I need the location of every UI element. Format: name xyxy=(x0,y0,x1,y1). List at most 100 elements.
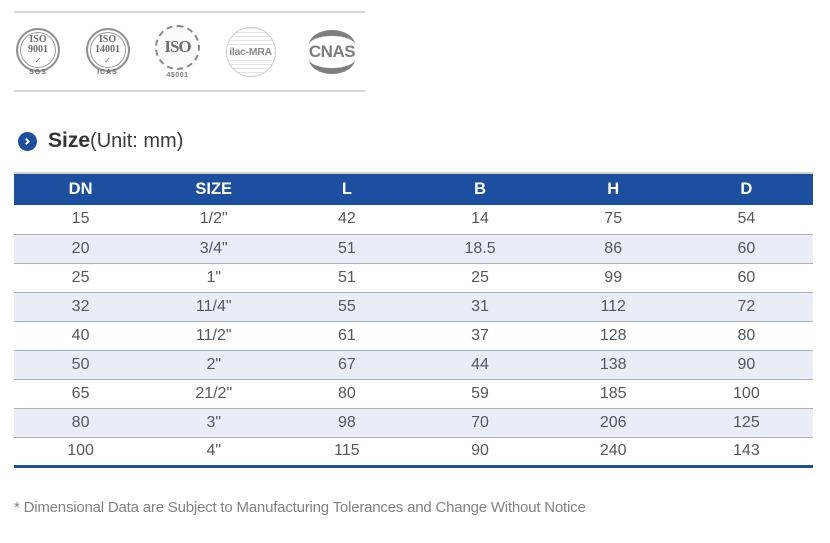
table-cell: 51 xyxy=(280,234,414,264)
iso14001-line2: 14001 xyxy=(95,44,120,55)
table-cell: 32 xyxy=(14,292,148,322)
iso9001-seal-icon: ISO 9001 ✓ xyxy=(16,27,60,72)
footnote: * Dimensional Data are Subject to Manufa… xyxy=(14,499,586,516)
table-cell: 11/4" xyxy=(147,292,281,322)
table-cell: 90 xyxy=(679,350,813,380)
checkmark-icon: ✓ xyxy=(104,55,111,65)
table-cell: 51 xyxy=(280,263,414,293)
table-cell: 44 xyxy=(413,350,547,380)
table-cell: 25 xyxy=(14,263,148,293)
iso9001-line2: 9001 xyxy=(28,44,48,55)
table-cell: 3" xyxy=(147,408,281,438)
iso9001-sub-label: SGS xyxy=(29,68,47,76)
table-cell: 65 xyxy=(14,379,148,409)
table-cell: 2" xyxy=(147,350,281,380)
table-cell: 21/2" xyxy=(147,379,281,409)
table-cell: 40 xyxy=(14,321,148,351)
size-table-header: DN SIZE L B H D xyxy=(14,173,813,205)
chevron-right-icon xyxy=(18,131,37,151)
iso45001-seal-icon: ISO xyxy=(155,24,200,70)
table-cell: 98 xyxy=(280,408,414,438)
table-cell: 20 xyxy=(14,234,148,264)
cnas-badge: CNAS xyxy=(301,27,363,77)
table-cell: 100 xyxy=(679,379,813,409)
table-cell: 86 xyxy=(546,234,680,264)
table-cell: 99 xyxy=(546,263,680,293)
table-cell: 80 xyxy=(679,321,813,351)
table-cell: 42 xyxy=(280,205,414,235)
column-header-dn: DN xyxy=(14,173,148,205)
iso45001-sub-label: 45001 xyxy=(166,71,189,79)
table-cell: 100 xyxy=(14,437,148,466)
table-cell: 14 xyxy=(413,205,547,235)
table-cell: 1" xyxy=(147,263,281,293)
table-cell: 206 xyxy=(546,408,680,438)
checkmark-icon: ✓ xyxy=(34,55,42,65)
size-table: DN SIZE L B H D 15 1/2" 42 14 75 54 20 3/4" 51 18.5 86 6… xyxy=(14,172,813,468)
table-cell: 240 xyxy=(546,437,680,466)
table-cell: 72 xyxy=(679,292,813,322)
table-cell: 37 xyxy=(413,321,547,351)
table-cell: 125 xyxy=(679,408,813,438)
column-header-l: L xyxy=(280,173,414,205)
table-cell: 80 xyxy=(14,408,148,438)
table-cell: 143 xyxy=(679,437,813,466)
table-cell: 80 xyxy=(280,379,414,409)
cnas-arc-icon xyxy=(309,59,355,74)
column-header-b: B xyxy=(413,173,547,205)
table-cell: 61 xyxy=(280,321,414,351)
table-cell: 15 xyxy=(14,205,148,235)
size-heading-unit: (Unit: mm) xyxy=(90,129,184,152)
iso14001-badge: ISO 14001 ✓ ICAS xyxy=(85,27,130,76)
table-row: 100 4" 115 90 240 143 xyxy=(14,437,813,466)
table-cell: 1/2" xyxy=(147,205,281,235)
iso14001-line1: ISO xyxy=(98,33,117,45)
size-heading-title: Size xyxy=(48,129,91,152)
table-row: 15 1/2" 42 14 75 54 xyxy=(14,205,813,235)
iso45001-label: ISO xyxy=(164,37,191,56)
table-row: 40 11/2" 61 37 128 80 xyxy=(14,321,813,351)
iso14001-sub-label: ICAS xyxy=(97,68,118,76)
ilac-mra-globe-icon: ilac-MRA xyxy=(225,26,276,77)
table-row: 32 11/4" 55 31 112 72 xyxy=(14,292,813,322)
table-cell: 31 xyxy=(413,292,547,322)
column-header-d: D xyxy=(679,173,813,205)
table-cell: 25 xyxy=(413,263,547,293)
table-cell: 4" xyxy=(147,437,281,466)
iso9001-line1: ISO xyxy=(29,33,47,45)
table-row: 20 3/4" 51 18.5 86 60 xyxy=(14,234,813,264)
table-row: 80 3" 98 70 206 125 xyxy=(14,408,813,438)
size-heading: Size (Unit: mm) xyxy=(18,129,183,153)
column-header-size: SIZE xyxy=(147,173,281,205)
table-cell: 67 xyxy=(280,350,414,380)
table-row: 25 1" 51 25 99 60 xyxy=(14,263,813,293)
column-header-h: H xyxy=(546,173,680,205)
iso9001-badge: ISO 9001 ✓ SGS xyxy=(16,27,60,76)
table-cell: 75 xyxy=(546,205,680,235)
cnas-label: CNAS xyxy=(308,41,356,61)
iso14001-seal-icon: ISO 14001 ✓ xyxy=(85,27,130,72)
certifications-section: ISO 9001 ✓ SGS ISO 14001 ✓ ICAS ISO 4500… xyxy=(14,11,365,92)
table-cell: 3/4" xyxy=(147,234,281,264)
table-cell: 54 xyxy=(679,205,813,235)
table-cell: 115 xyxy=(280,437,414,466)
iso45001-badge: ISO 45001 xyxy=(155,24,200,79)
cnas-arc-icon xyxy=(309,29,355,45)
table-cell: 90 xyxy=(413,437,547,466)
table-cell: 59 xyxy=(413,379,547,409)
table-cell: 50 xyxy=(14,350,148,380)
table-row: 50 2" 67 44 138 90 xyxy=(14,350,813,380)
table-cell: 138 xyxy=(546,350,680,380)
ilac-mra-badge: ilac-MRA xyxy=(225,26,276,77)
table-row: 65 21/2" 80 59 185 100 xyxy=(14,379,813,409)
table-cell: 60 xyxy=(679,234,813,264)
size-table-container: DN SIZE L B H D 15 1/2" 42 14 75 54 20 3/4" 51 18.5 86 6… xyxy=(14,172,813,468)
table-cell: 55 xyxy=(280,292,414,322)
table-cell: 18.5 xyxy=(413,234,547,264)
table-cell: 112 xyxy=(546,292,680,322)
ilac-mra-label: ilac-MRA xyxy=(227,44,274,59)
table-cell: 128 xyxy=(546,321,680,351)
table-cell: 70 xyxy=(413,408,547,438)
table-cell: 60 xyxy=(679,263,813,293)
table-cell: 11/2" xyxy=(147,321,281,351)
